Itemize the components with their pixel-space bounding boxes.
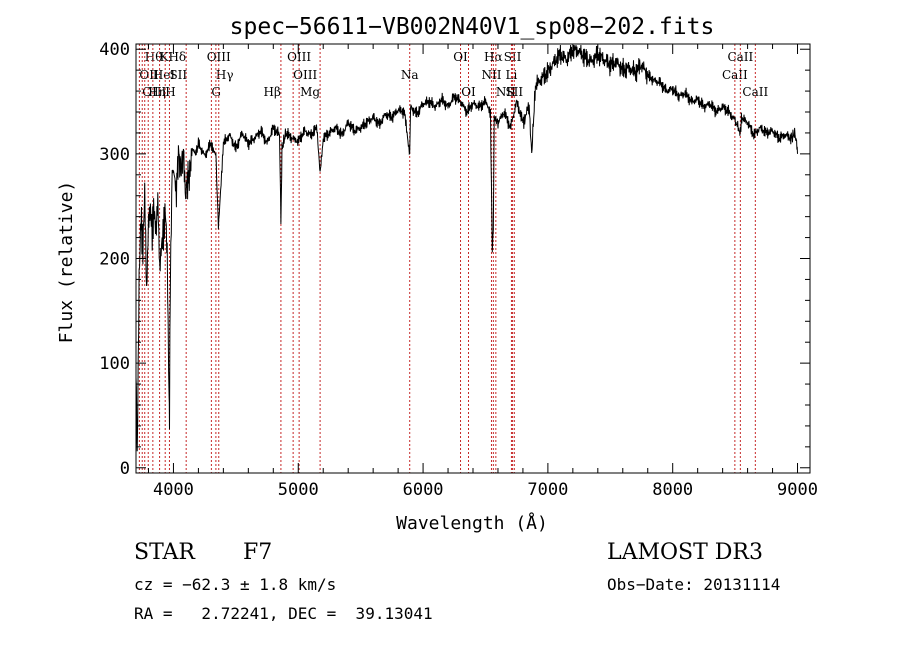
line-label: OII (139, 68, 159, 82)
line-label: NII (481, 68, 501, 82)
line-label: CaII (722, 68, 748, 82)
line-label: CaII (727, 50, 753, 64)
axis-ticks: 4000 5000 6000 7000 8000 9000 0 100 200 300 400 (99, 40, 818, 500)
line-label: Hδ (168, 50, 186, 64)
line-label: OIII (207, 50, 231, 64)
line-label: SII (504, 50, 522, 64)
emission-line-markers: OIIOIIIHθHηHeIKHSIIHδGHγOIIIHβOIIIOIIIMg… (138, 44, 768, 473)
x-tick-label: 9000 (777, 480, 818, 500)
line-label: Hβ (264, 85, 281, 99)
line-label: SII (505, 85, 523, 99)
line-label: Li (506, 68, 518, 82)
line-label: Hα (484, 50, 503, 64)
x-tick-label: 5000 (278, 480, 319, 500)
line-label: Hγ (216, 68, 234, 82)
plot-frame (135, 43, 811, 474)
y-tick-label: 300 (99, 145, 130, 165)
line-label: Hη (148, 85, 166, 99)
line-label: OI (461, 85, 476, 99)
redshift-value: cz = −62.3 ± 1.8 km/s (134, 575, 337, 594)
object-class: STAR (134, 540, 195, 565)
line-label: OIII (293, 68, 317, 82)
line-label: K (160, 50, 170, 64)
survey-name: LAMOST DR3 (607, 540, 763, 565)
line-label: CaII (742, 85, 768, 99)
line-label: OI (453, 50, 468, 64)
x-tick-label: 8000 (652, 480, 693, 500)
line-label: HeI (153, 68, 176, 82)
x-tick-label: 7000 (527, 480, 568, 500)
observation-date: Obs−Date: 20131114 (607, 575, 781, 594)
chart-title: spec−56611−VB002N40V1_sp08−202.fits (230, 14, 715, 40)
coordinates: RA = 2.72241, DEC = 39.13041 (134, 604, 433, 623)
line-label: Mg (300, 85, 320, 99)
y-tick-label: 200 (99, 250, 130, 270)
y-tick-label: 400 (99, 40, 130, 60)
x-tick-label: 4000 (153, 480, 194, 500)
spectral-subclass: F7 (243, 540, 273, 565)
y-axis-label: Flux (relative) (56, 181, 77, 344)
line-label: H (165, 85, 175, 99)
line-label: OIII (287, 50, 311, 64)
x-tick-label: 6000 (403, 480, 444, 500)
x-axis-label: Wavelength (Å) (396, 512, 548, 534)
y-tick-label: 100 (99, 354, 130, 374)
line-label: Hθ (145, 50, 163, 64)
y-tick-label: 0 (120, 459, 130, 479)
line-label: SII (169, 68, 187, 82)
spectrum-line (135, 44, 798, 452)
line-label: Na (401, 68, 419, 82)
